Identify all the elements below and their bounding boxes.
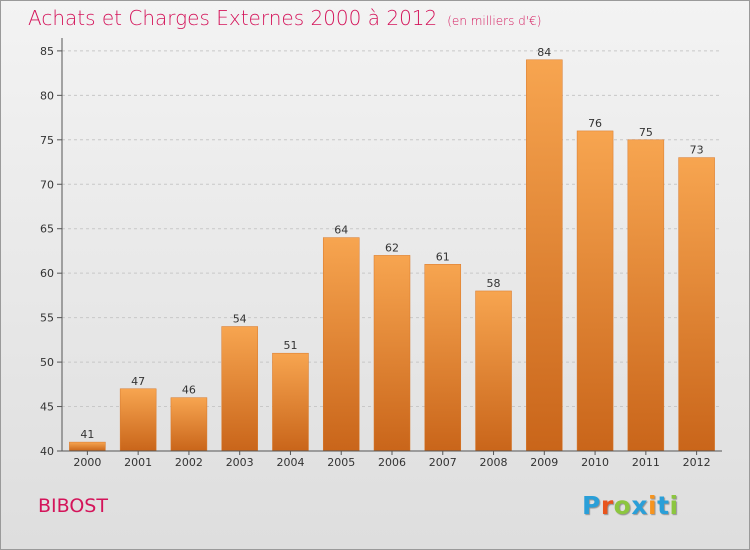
x-tick-label: 2010 [581,456,609,469]
bar [322,237,360,452]
data-label: 51 [283,339,297,352]
y-tick-label: 55 [40,312,54,325]
logo-letter: r [600,491,614,520]
data-label: 61 [436,250,450,263]
x-tick-label: 2003 [226,456,254,469]
commune-name: BIBOST [38,495,108,517]
x-tick-label: 2000 [73,456,101,469]
x-tick-label: 2007 [429,456,457,469]
data-label: 75 [639,126,653,139]
bar [576,130,614,452]
data-label: 84 [537,46,551,59]
logo-letter: i [648,491,658,520]
data-label: 46 [182,384,196,397]
y-tick-label: 60 [40,267,54,280]
bar [526,59,563,452]
bar [170,397,208,452]
x-tick-label: 2008 [480,456,508,469]
x-tick-label: 2004 [276,456,304,469]
bar [272,352,309,452]
y-tick-label: 45 [40,401,54,414]
data-label: 41 [80,428,94,441]
bar [69,441,106,452]
bars: 41 47 46 54 51 64 62 61 58 84 76 75 73 [69,46,715,452]
data-label: 62 [385,241,399,254]
data-label: 58 [487,277,501,290]
title-unit: (en milliers d'€) [447,14,542,28]
bar [678,157,715,452]
logo-letter: o [613,491,632,520]
data-label: 54 [233,313,247,326]
bar [119,388,157,452]
x-tick-label: 2012 [683,456,711,469]
logo-letter: x [631,491,648,520]
bar [373,255,411,452]
axes: 40 45 50 55 60 65 70 75 80 85 2000 2001 2002 2003 2004… [40,38,722,469]
x-tick-label: 2005 [327,456,355,469]
data-label: 47 [131,375,145,388]
y-tick-label: 85 [40,45,54,58]
bar [627,139,665,452]
data-label: 73 [690,144,704,157]
logo-letter: i [669,491,679,520]
logo-letter: t [657,491,670,520]
logo-letter: P [582,491,601,520]
y-tick-label: 80 [40,89,54,102]
chart-title: Achats et Charges Externes 2000 à 2012 (e… [28,6,541,30]
y-tick-label: 75 [40,134,54,147]
title-text: Achats et Charges Externes 2000 à 2012 [28,6,438,30]
x-tick-label: 2001 [124,456,152,469]
bar [221,326,258,452]
x-tick-label: 2009 [530,456,558,469]
x-tick-label: 2006 [378,456,406,469]
bar [424,264,462,452]
y-tick-label: 40 [40,445,54,458]
y-tick-label: 70 [40,178,54,191]
proxiti-logo: Proxiti [582,491,679,520]
data-label: 76 [588,117,602,130]
x-tick-label: 2011 [632,456,660,469]
data-label: 64 [334,224,348,237]
y-tick-label: 65 [40,223,54,236]
x-tick-label: 2002 [175,456,203,469]
y-tick-label: 50 [40,356,54,369]
bar [475,290,512,452]
